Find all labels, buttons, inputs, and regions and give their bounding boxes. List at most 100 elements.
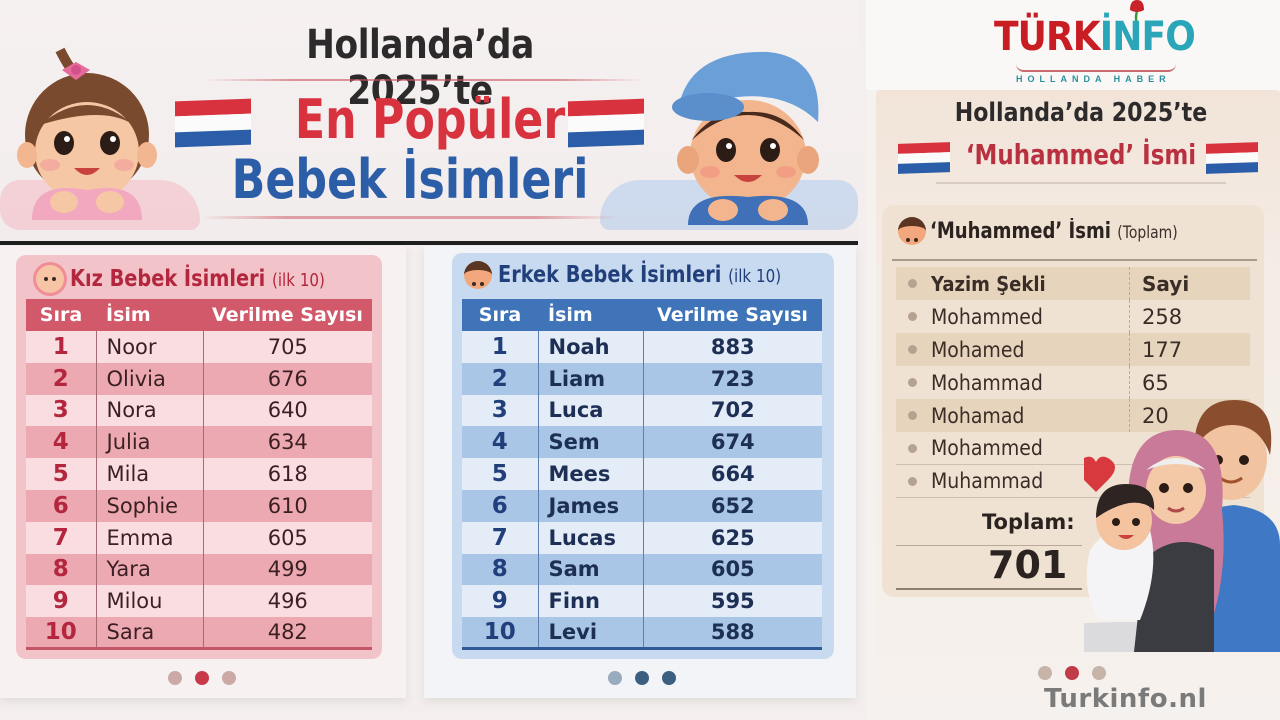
- side-pagination-dots: [1038, 666, 1106, 680]
- spelling-cell: Mohammad: [931, 370, 1043, 395]
- table-row: 8 Sam 605: [462, 553, 822, 586]
- column-header-rank: Sıra: [462, 299, 538, 331]
- name-cell: Mees: [537, 458, 643, 490]
- girls-names-card: Kız Bebek İsimleri (ilk 10) Sıra İsim Ve…: [16, 255, 382, 659]
- rank-cell: 10: [462, 617, 538, 651]
- table-row: Mohammad 65: [896, 366, 1250, 399]
- count-cell: 499: [202, 553, 372, 586]
- table-row: 10 Sara 482: [26, 617, 372, 651]
- count-cell: 676: [202, 362, 372, 395]
- name-cell: Sara: [95, 617, 203, 651]
- rank-cell: 1: [26, 331, 96, 363]
- name-cell: Noah: [537, 331, 643, 363]
- count-cell: 664: [642, 458, 822, 490]
- netherlands-flag-icon: [175, 98, 251, 148]
- table-row: 8 Yara 499: [26, 553, 372, 586]
- count-cell: 605: [202, 521, 372, 554]
- side-title-year: Hollanda’da 2025’te: [954, 98, 1208, 128]
- count-cell: 674: [642, 426, 822, 459]
- count-cell: 705: [202, 331, 372, 363]
- site-watermark: Turkinfo.nl: [1044, 684, 1207, 714]
- name-cell: Mila: [95, 458, 203, 490]
- spelling-cell: Mohamad: [931, 403, 1025, 428]
- table-row: 1 Noor 705: [26, 331, 372, 363]
- logo-swoosh: [1016, 64, 1176, 72]
- rank-cell: 7: [26, 521, 96, 554]
- page-dot[interactable]: [608, 671, 622, 685]
- muhammed-card-title: ‘Muhammed’ İsmi (Toplam): [930, 218, 1178, 244]
- rank-cell: 7: [462, 521, 538, 554]
- girls-names-table: Sıra İsim Verilme Sayısı 1 Noor 705 2 Olivi…: [26, 299, 372, 651]
- netherlands-flag-icon: [1206, 142, 1258, 174]
- table-row: 4 Sem 674: [462, 426, 822, 459]
- column-header-name: İsim: [538, 299, 643, 331]
- count-cell: 640: [202, 394, 372, 427]
- name-cell: Levi: [537, 617, 643, 651]
- rank-cell: 3: [26, 394, 96, 427]
- count-cell: 20: [1129, 399, 1169, 432]
- page-dot[interactable]: [662, 671, 676, 685]
- boys-names-card: Erkek Bebek İsimleri (ilk 10) Sıra İsim …: [452, 253, 834, 659]
- table-row: 7 Lucas 625: [462, 521, 822, 554]
- divider: [200, 216, 620, 219]
- name-cell: Milou: [95, 585, 203, 618]
- girls-card-title: Kız Bebek İsimleri (ilk 10): [70, 266, 325, 292]
- page-dot[interactable]: [168, 671, 182, 685]
- rank-cell: 4: [462, 426, 538, 459]
- rank-cell: 2: [462, 362, 538, 395]
- bullet-icon: [908, 312, 917, 321]
- turkinfo-logo[interactable]: TÜRKİNFO HOLLANDA HABER: [866, 0, 1280, 90]
- name-cell: Yara: [95, 553, 203, 586]
- count-cell: 652: [642, 489, 822, 522]
- baby-girl-illustration-icon: [17, 47, 157, 220]
- rank-cell: 10: [26, 617, 96, 651]
- side-title-muhammed: ‘Muhammed’ İsmi: [965, 138, 1197, 171]
- page-dot-active[interactable]: [635, 671, 649, 685]
- muhammed-card-header: ‘Muhammed’ İsmi (Toplam): [898, 217, 1232, 245]
- total-value: 701: [988, 543, 1068, 587]
- table-row: 6 Sophie 610: [26, 489, 372, 522]
- page-dot[interactable]: [1092, 666, 1106, 680]
- table-row: 5 Mees 664: [462, 458, 822, 490]
- muhammed-side-panel: TÜRKİNFO HOLLANDA HABER Hollanda’da 2025…: [866, 0, 1280, 720]
- page-dot[interactable]: [222, 671, 236, 685]
- baby-girl-face-icon: [36, 265, 64, 293]
- table-row: 3 Nora 640: [26, 394, 372, 427]
- page-dot-active[interactable]: [1065, 666, 1079, 680]
- name-cell: Finn: [537, 585, 643, 618]
- divider: [892, 259, 1257, 261]
- rank-cell: 5: [462, 458, 538, 490]
- rank-cell: 9: [26, 585, 96, 618]
- name-cell: Olivia: [95, 362, 203, 395]
- boys-names-table: Sıra İsim Verilme Sayısı 1 Noah 883 2 Liam 7…: [462, 299, 822, 651]
- page-dot-active[interactable]: [195, 671, 209, 685]
- name-cell: Luca: [537, 394, 643, 427]
- table-row: 4 Julia 634: [26, 426, 372, 459]
- table-row: 9 Finn 595: [462, 585, 822, 618]
- page-dot[interactable]: [1038, 666, 1052, 680]
- netherlands-flag-icon: [898, 142, 950, 174]
- muhammed-variants-table: Yazim Şekli Sayi Mohammed 258 Mohamed 17…: [896, 267, 1250, 498]
- column-header-rank: Sıra: [26, 299, 96, 331]
- count-cell: 723: [642, 362, 822, 395]
- divider: [205, 79, 645, 81]
- logo-wordmark: TÜRKİNFO: [994, 14, 1196, 60]
- count-cell: 610: [202, 489, 372, 522]
- name-cell: James: [537, 489, 643, 522]
- bullet-icon: [908, 345, 917, 354]
- name-cell: Sophie: [95, 489, 203, 522]
- table-row: 10 Levi 588: [462, 617, 822, 651]
- table-row: 6 James 652: [462, 489, 822, 522]
- netherlands-flag-icon: [568, 98, 644, 148]
- boys-card-title: Erkek Bebek İsimleri (ilk 10): [498, 262, 782, 288]
- table-row: Mohammed 258: [896, 300, 1250, 333]
- table-row: 7 Emma 605: [26, 521, 372, 554]
- spelling-cell: Mohammed: [931, 436, 1043, 460]
- name-cell: Sem: [537, 426, 643, 459]
- count-cell: 65: [1129, 366, 1169, 399]
- rank-cell: 5: [26, 458, 96, 490]
- count-cell: 177: [1129, 333, 1182, 366]
- count-cell: 625: [642, 521, 822, 554]
- table-row: 5 Mila 618: [26, 458, 372, 490]
- boys-pagination-dots: [608, 671, 676, 685]
